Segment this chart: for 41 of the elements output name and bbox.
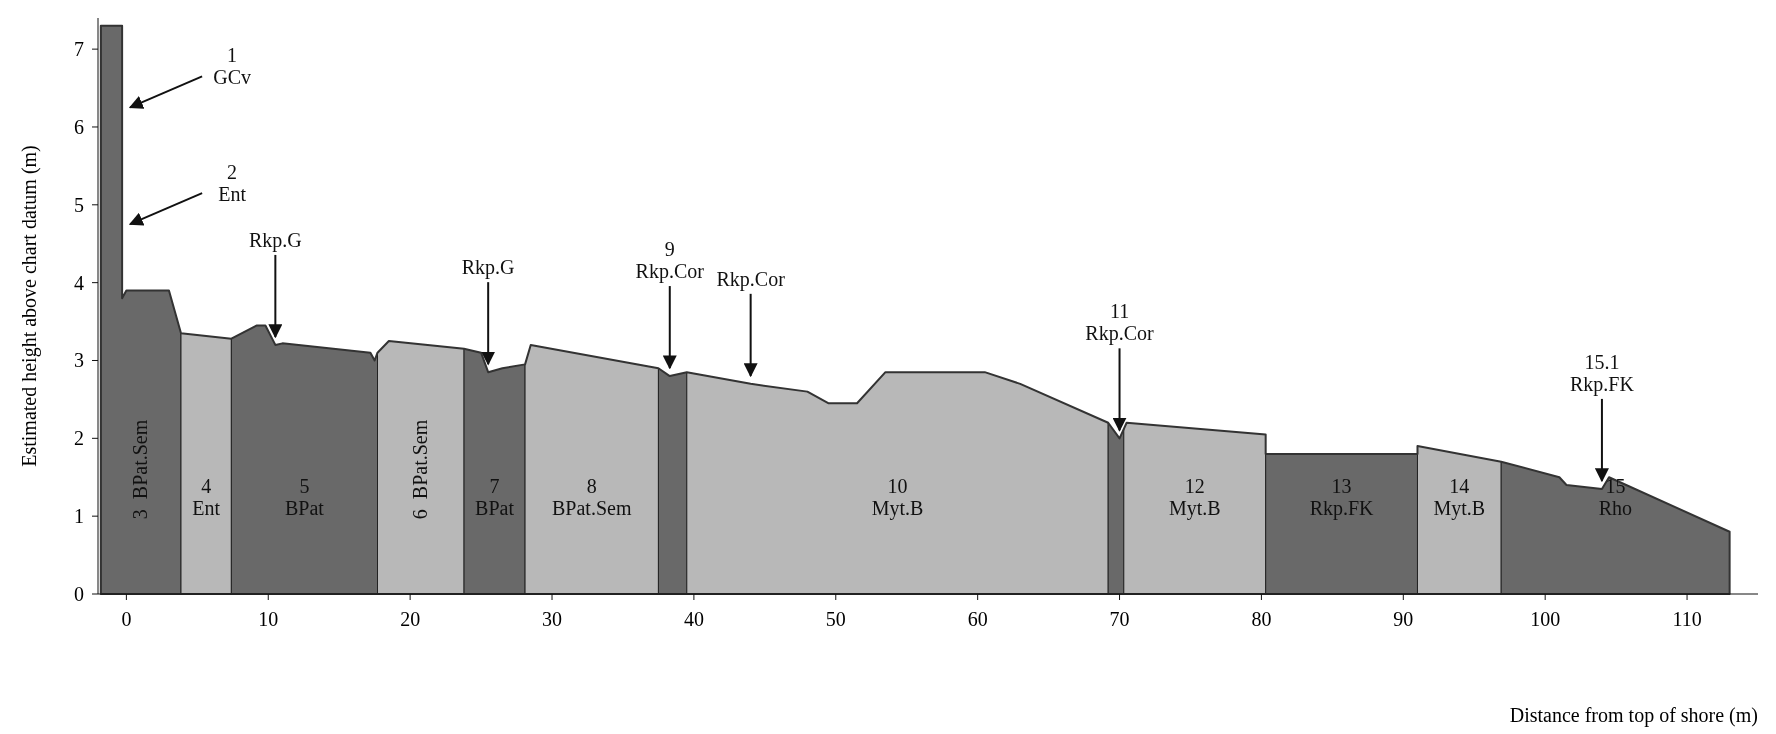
annotation: Rkp.G [248,228,302,252]
x-tick-label: 30 [542,608,563,630]
band-label: 7 BPat [475,474,515,519]
annotation: 11 Rkp.Cor [1085,300,1155,346]
x-tick-label: 100 [1530,608,1561,630]
y-tick-label: 0 [74,583,84,605]
x-tick-label: 110 [1672,608,1702,630]
x-tick-label: 80 [1251,608,1272,630]
band-label: 12 Myt.B [1168,474,1221,520]
x-tick-label: 0 [121,608,132,630]
x-tick-label: 90 [1393,608,1414,630]
band-label: 15 Rho [1598,474,1633,519]
y-tick-label: 6 [74,115,84,138]
y-tick-label: 3 [74,349,84,372]
y-tick-label: 1 [74,505,84,528]
band-label: 13 Rkp.FK [1309,474,1375,520]
y-axis-title: Estimated height above chart datum (m) [18,145,41,467]
band-label: 5 BPat [284,474,325,519]
y-tick-label: 5 [74,193,84,216]
x-tick-label: 60 [967,608,988,630]
annotation: 2 Ent [218,161,247,206]
band-label: 3 BPat.Sem [128,419,151,520]
annotation: Rkp.G [461,256,515,280]
x-tick-label: 70 [1109,608,1130,630]
annotation: 15.1 Rkp.FK [1569,350,1635,396]
band-label: 14 Myt.B [1433,474,1486,520]
band-label: 10 Myt.B [871,474,924,520]
x-tick-label: 10 [258,608,279,630]
annotation: Rkp.Cor [716,267,786,291]
annotation: 9 Rkp.Cor [635,238,705,284]
band-label: 6 BPat.Sem [408,419,431,520]
annotation: 1 GCv [213,44,252,89]
x-tick-label: 50 [825,608,846,630]
x-tick-label: 20 [400,608,421,630]
y-tick-label: 2 [74,427,84,450]
x-axis-title: Distance from top of shore (m) [1509,704,1758,727]
y-tick-label: 7 [74,38,84,61]
band-label: 8 BPat.Sem [552,474,632,519]
band-label: 4 Ent [192,474,221,519]
y-tick-label: 4 [74,271,84,294]
x-tick-label: 40 [683,608,704,630]
